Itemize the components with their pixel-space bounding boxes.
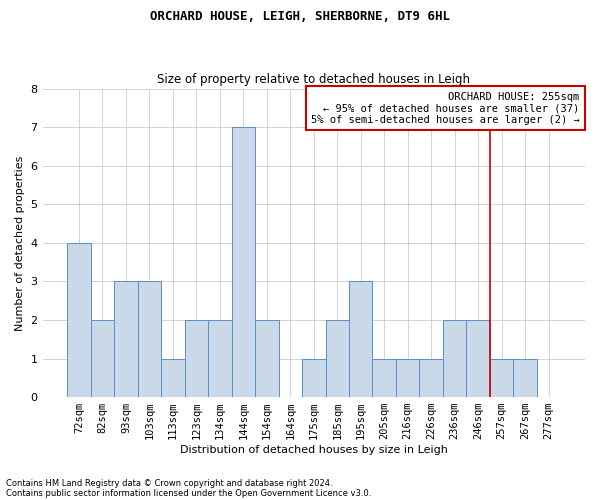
Bar <box>373 358 396 397</box>
Text: Contains public sector information licensed under the Open Government Licence v3: Contains public sector information licen… <box>6 488 371 498</box>
Bar <box>514 358 537 397</box>
X-axis label: Distribution of detached houses by size in Leigh: Distribution of detached houses by size … <box>180 445 448 455</box>
Text: Contains HM Land Registry data © Crown copyright and database right 2024.: Contains HM Land Registry data © Crown c… <box>6 478 332 488</box>
Title: Size of property relative to detached houses in Leigh: Size of property relative to detached ho… <box>157 73 470 86</box>
Bar <box>208 320 232 397</box>
Text: ORCHARD HOUSE, LEIGH, SHERBORNE, DT9 6HL: ORCHARD HOUSE, LEIGH, SHERBORNE, DT9 6HL <box>150 10 450 23</box>
Bar <box>255 320 278 397</box>
Y-axis label: Number of detached properties: Number of detached properties <box>15 155 25 330</box>
Bar <box>114 282 137 397</box>
Bar <box>419 358 443 397</box>
Bar <box>326 320 349 397</box>
Bar <box>161 358 185 397</box>
Bar <box>443 320 466 397</box>
Bar <box>466 320 490 397</box>
Bar <box>137 282 161 397</box>
Bar <box>67 243 91 397</box>
Bar <box>396 358 419 397</box>
Bar <box>185 320 208 397</box>
Bar <box>302 358 326 397</box>
Bar <box>490 358 514 397</box>
Bar <box>232 127 255 397</box>
Text: ORCHARD HOUSE: 255sqm
← 95% of detached houses are smaller (37)
5% of semi-detac: ORCHARD HOUSE: 255sqm ← 95% of detached … <box>311 92 580 125</box>
Bar <box>349 282 373 397</box>
Bar <box>91 320 114 397</box>
